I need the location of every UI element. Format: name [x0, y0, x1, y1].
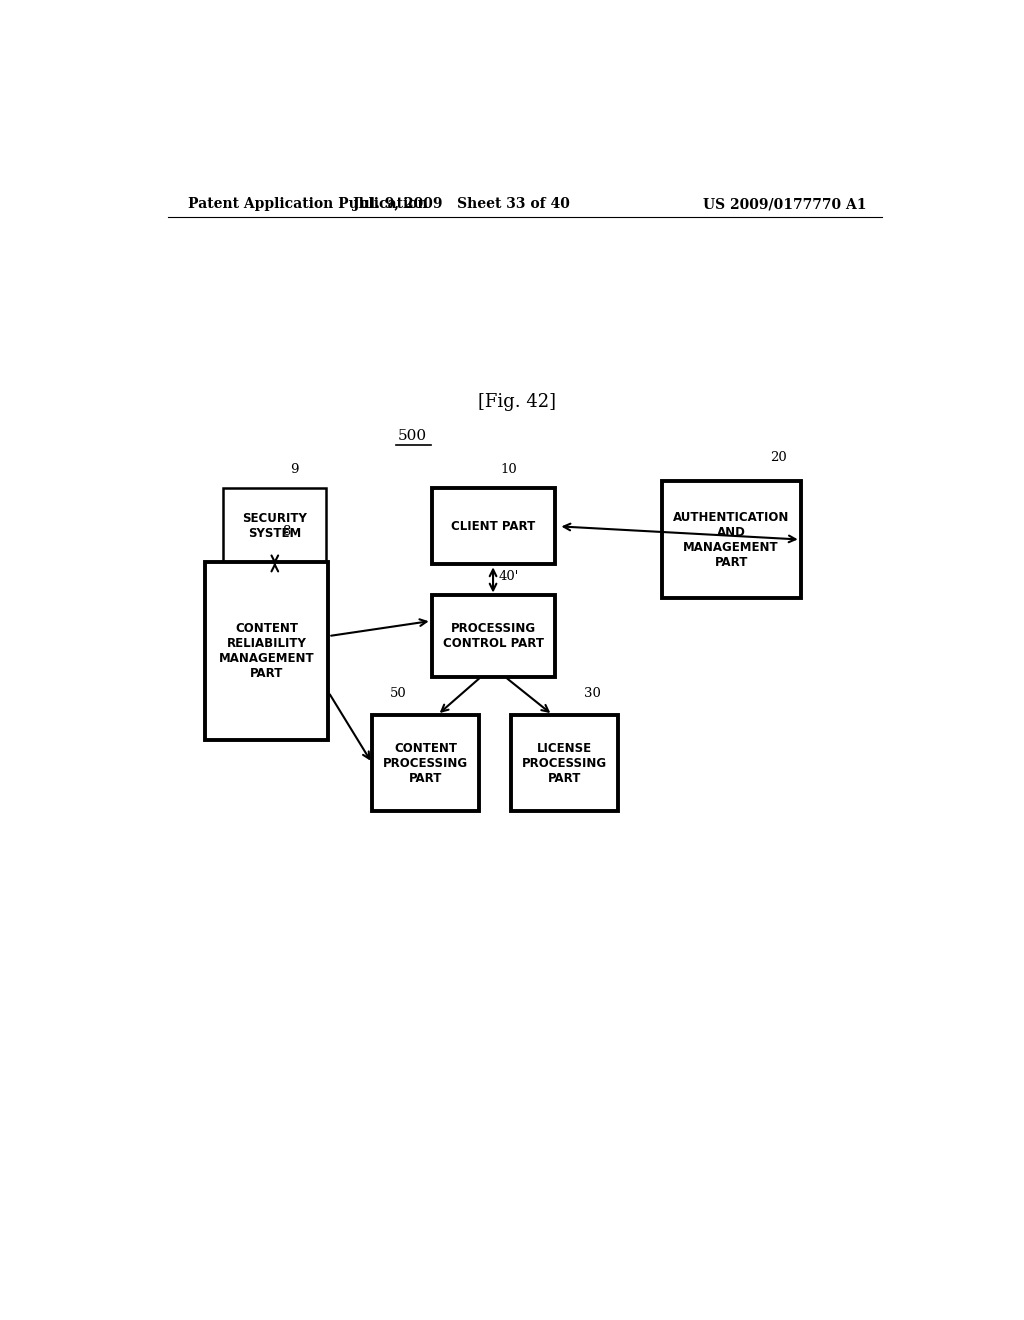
Text: CONTENT
RELIABILITY
MANAGEMENT
PART: CONTENT RELIABILITY MANAGEMENT PART: [219, 622, 314, 680]
Bar: [662, 480, 801, 598]
Text: CLIENT PART: CLIENT PART: [451, 520, 536, 533]
Text: Jul. 9, 2009   Sheet 33 of 40: Jul. 9, 2009 Sheet 33 of 40: [353, 197, 569, 211]
Text: 500: 500: [397, 429, 427, 444]
Text: 8: 8: [283, 524, 291, 537]
Bar: [206, 562, 329, 741]
Text: 40': 40': [499, 570, 519, 583]
Text: AUTHENTICATION
AND
MANAGEMENT
PART: AUTHENTICATION AND MANAGEMENT PART: [673, 511, 790, 569]
Text: 50: 50: [389, 688, 407, 700]
Text: 20: 20: [770, 451, 787, 463]
Text: PROCESSING
CONTROL PART: PROCESSING CONTROL PART: [442, 622, 544, 651]
Bar: [223, 488, 327, 565]
Text: CONTENT
PROCESSING
PART: CONTENT PROCESSING PART: [383, 742, 468, 784]
Text: Patent Application Publication: Patent Application Publication: [187, 197, 427, 211]
Text: 9: 9: [291, 463, 299, 477]
Bar: [431, 595, 555, 677]
Text: 30: 30: [584, 688, 601, 700]
Bar: [511, 715, 618, 812]
Text: [Fig. 42]: [Fig. 42]: [478, 393, 556, 412]
Text: 10: 10: [501, 463, 517, 477]
Bar: [372, 715, 479, 812]
Text: LICENSE
PROCESSING
PART: LICENSE PROCESSING PART: [522, 742, 607, 784]
Text: SECURITY
SYSTEM: SECURITY SYSTEM: [243, 512, 307, 540]
Bar: [431, 488, 555, 565]
Text: US 2009/0177770 A1: US 2009/0177770 A1: [702, 197, 866, 211]
